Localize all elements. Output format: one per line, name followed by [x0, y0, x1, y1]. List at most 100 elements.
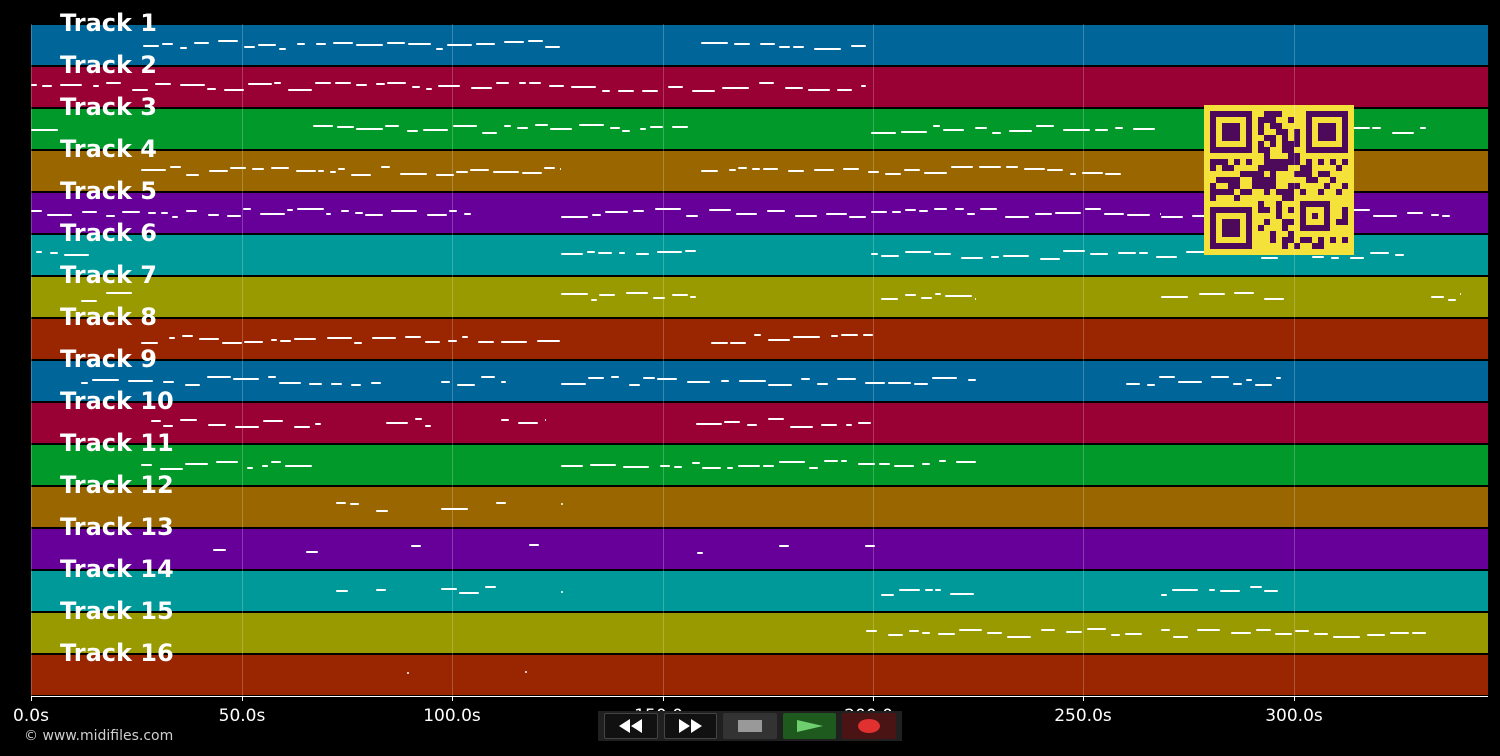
midi-note — [1367, 634, 1385, 636]
qr-module — [1264, 111, 1270, 117]
midi-note — [381, 166, 390, 168]
midi-note — [1055, 212, 1081, 214]
midi-note — [587, 251, 595, 253]
midi-note — [951, 166, 973, 168]
midi-note — [481, 376, 495, 378]
midi-note — [935, 589, 941, 591]
midi-note — [955, 208, 964, 210]
qr-module — [1306, 159, 1312, 165]
qr-module — [1282, 219, 1288, 225]
track-lane[interactable] — [31, 528, 1488, 570]
midi-note — [169, 337, 175, 339]
stop-button[interactable] — [723, 713, 777, 739]
midi-note — [391, 210, 417, 212]
midi-note — [351, 174, 371, 176]
fast-forward-button[interactable] — [663, 713, 718, 739]
qr-module — [1258, 117, 1264, 123]
midi-note — [888, 634, 903, 636]
midi-note — [313, 125, 333, 127]
midi-note — [881, 255, 899, 257]
midi-note — [163, 425, 173, 427]
midi-note — [537, 340, 560, 342]
qr-module — [1282, 195, 1288, 201]
qr-module — [1342, 159, 1348, 165]
qr-module — [1270, 123, 1276, 129]
midi-note — [1431, 214, 1439, 216]
midi-note — [31, 84, 37, 86]
axis-tick-label: 300.0s — [1265, 706, 1323, 726]
track-lane[interactable] — [31, 612, 1488, 654]
rewind-button[interactable] — [604, 713, 658, 739]
midi-note — [1186, 251, 1207, 253]
midi-note — [925, 589, 933, 591]
qr-module — [1300, 171, 1306, 177]
midi-note — [1392, 132, 1414, 134]
track-lane[interactable] — [31, 570, 1488, 612]
midi-note — [672, 294, 688, 296]
midi-note — [426, 88, 432, 90]
rewind-icon — [618, 719, 642, 733]
track-lane[interactable] — [31, 402, 1488, 444]
fast-forward-icon — [679, 719, 703, 733]
midi-note — [441, 381, 450, 383]
midi-note — [294, 426, 310, 428]
track-label: Track 6 — [60, 219, 158, 247]
midi-note — [456, 171, 468, 173]
track-lane[interactable] — [31, 654, 1488, 696]
midi-note — [938, 633, 955, 635]
track-lane[interactable] — [31, 66, 1488, 108]
qr-module — [1252, 183, 1258, 189]
qr-module — [1270, 237, 1276, 243]
track-label: Track 11 — [60, 429, 174, 457]
midi-note — [141, 464, 152, 466]
midi-note — [280, 340, 291, 342]
midi-note — [297, 208, 324, 210]
play-button[interactable] — [782, 713, 837, 739]
midi-note — [1161, 594, 1167, 596]
qr-module — [1258, 225, 1264, 231]
qr-module — [1264, 159, 1270, 165]
qr-module — [1270, 111, 1276, 117]
midi-note — [709, 209, 731, 211]
midi-note — [1192, 215, 1206, 217]
midi-note — [858, 463, 875, 465]
record-button[interactable] — [842, 713, 896, 739]
track-lane[interactable] — [31, 318, 1488, 360]
midi-note — [779, 461, 805, 463]
qr-module — [1264, 153, 1270, 159]
midi-note — [763, 465, 774, 467]
qr-module — [1336, 165, 1342, 171]
qr-module — [1318, 171, 1324, 177]
midi-note — [1090, 253, 1108, 255]
midi-note — [407, 672, 409, 674]
qr-module — [1210, 189, 1216, 195]
qr-module — [1264, 117, 1270, 123]
qr-module — [1324, 201, 1330, 231]
track-label: Track 2 — [60, 51, 158, 79]
qr-module — [1234, 183, 1240, 189]
midi-note — [747, 424, 757, 426]
midi-note — [1070, 173, 1076, 175]
midi-note — [871, 253, 878, 255]
qr-module — [1210, 111, 1216, 153]
midi-note — [31, 129, 58, 131]
track-lane[interactable] — [31, 276, 1488, 318]
midi-note — [244, 46, 255, 48]
qr-module — [1222, 159, 1228, 165]
qr-module — [1258, 165, 1264, 171]
qr-module — [1252, 177, 1258, 183]
midi-note — [372, 337, 396, 339]
midi-note — [227, 215, 241, 217]
midi-note — [106, 292, 132, 294]
qr-module — [1294, 153, 1300, 159]
midi-note — [427, 214, 447, 216]
midi-note — [1442, 215, 1450, 217]
midi-note — [1231, 632, 1251, 634]
track-lane[interactable] — [31, 24, 1488, 66]
midi-note — [447, 44, 472, 46]
midi-note — [657, 378, 677, 380]
midi-note — [905, 294, 916, 296]
qr-module — [1276, 129, 1282, 135]
track-lane[interactable] — [31, 486, 1488, 528]
midi-note — [1047, 169, 1063, 171]
